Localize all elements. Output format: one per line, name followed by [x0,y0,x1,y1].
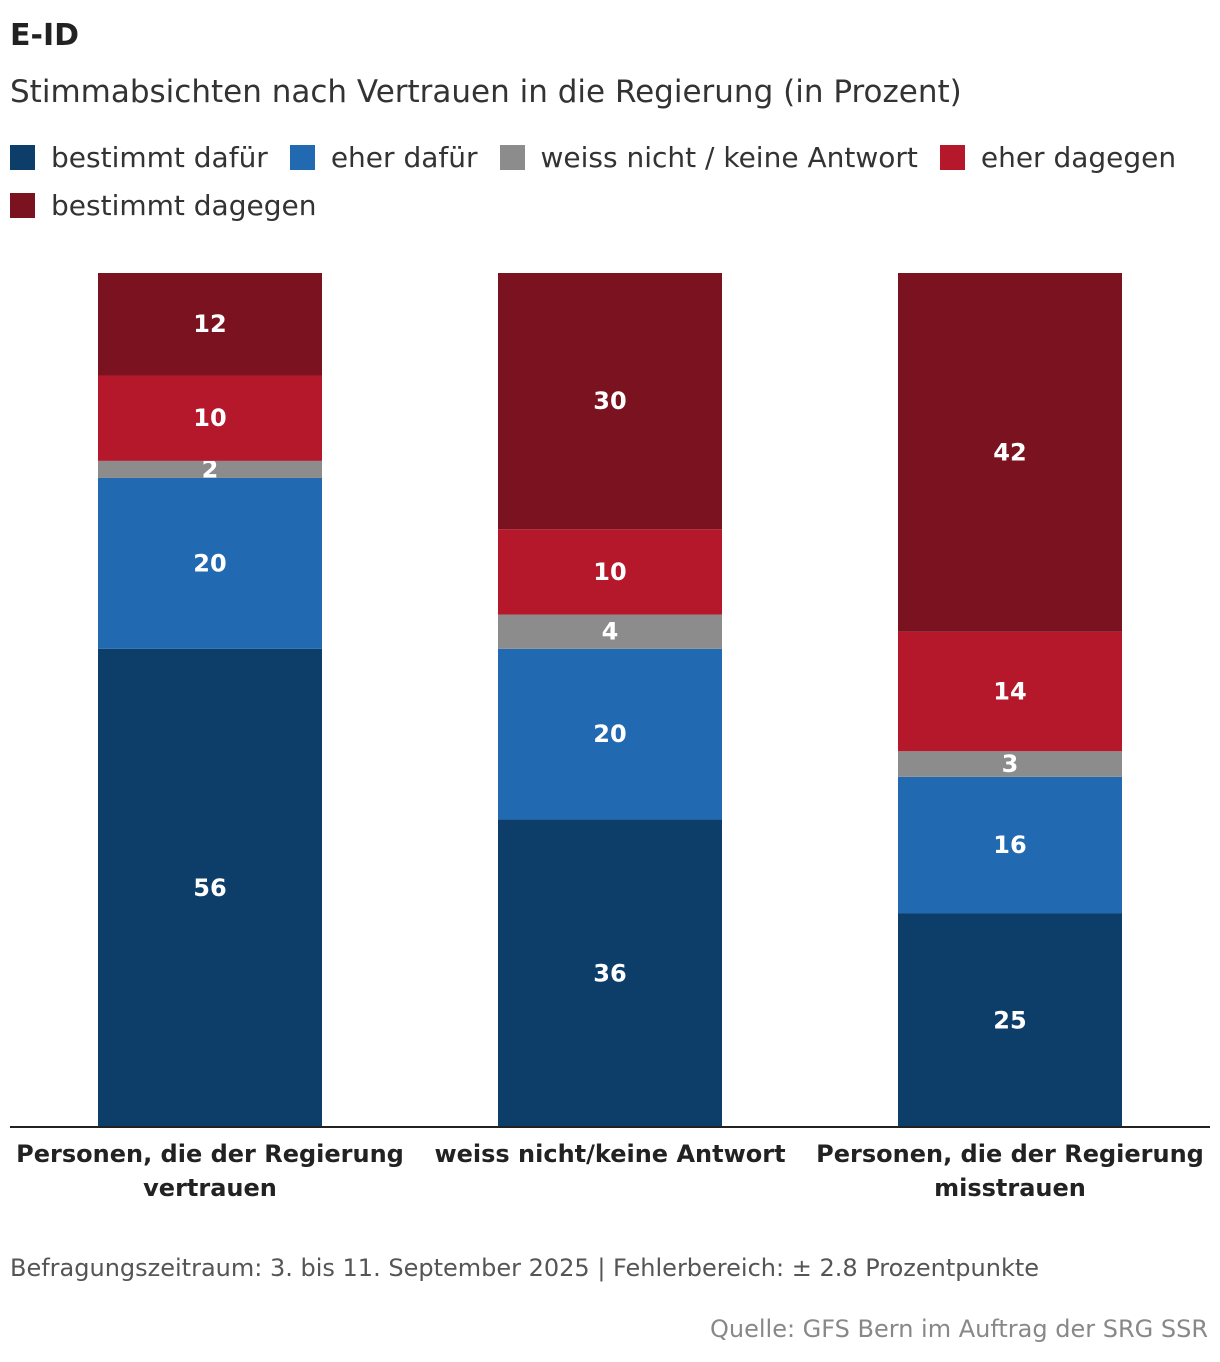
category-label: weiss nicht/keine Antwort [434,1140,785,1168]
bar-value-label: 20 [593,720,626,748]
bar-segment [898,776,1122,914]
legend-label: bestimmt dafür [51,140,268,174]
category-label-line: Personen, die der Regierung [16,1140,404,1168]
bar-value-label: 36 [593,959,626,987]
bar-segment [98,273,322,376]
bar-segment [498,614,722,649]
bar-value-label: 12 [193,310,226,338]
bar-value-label: 42 [993,438,1026,466]
bar-value-label: 20 [193,549,226,577]
category-label-line: weiss nicht/keine Antwort [434,1140,785,1168]
bar-value-label: 56 [193,874,226,902]
category-label: Personen, die der Regierung vertrauen [16,1140,404,1202]
bar-segment [98,460,322,478]
bar-segment [98,477,322,649]
legend-item: eher dagegen [939,138,1177,176]
legend-swatch [10,144,35,170]
legend-item: bestimmt dagegen [10,186,316,224]
legend: bestimmt dafür eher dafür weiss nicht / ke… [10,138,1210,224]
chart-subtitle: Stimmabsichten nach Vertrauen in die Reg… [10,74,962,110]
legend-label: eher dafür [330,140,478,174]
category-label-line: Personen, die der Regierung [816,1140,1204,1168]
bar-group: 56 20 2 10 12 [98,273,322,1127]
chart-title: E-ID [10,18,80,53]
bar-group: 36 20 4 10 30 [498,273,722,1127]
bar-segment [898,913,1122,1127]
bar-value-label: 2 [202,455,219,483]
bar-value-label: 30 [593,387,626,415]
bar-segment [498,819,722,1127]
bar-group: 25 16 3 14 42 [898,273,1122,1127]
bar-value-label: 3 [1002,750,1019,778]
category-label: Personen, die der Regierung misstrauen [816,1140,1204,1202]
legend-swatch [10,192,35,218]
legend-swatch [289,144,315,170]
source-note: Quelle: GFS Bern im Auftrag der SRG SSR [710,1315,1208,1343]
legend-item: eher dafür [289,138,478,176]
bar-segment [898,751,1122,777]
category-label-line: misstrauen [934,1174,1086,1202]
bar-value-label: 10 [193,404,226,432]
legend-label: eher dagegen [980,140,1177,174]
bar-segment [498,529,722,615]
bar-segment [898,631,1122,752]
bar-value-label: 10 [593,558,626,586]
bar-segment [98,375,322,461]
legend-swatch [499,144,525,170]
footnote: Befragungszeitraum: 3. bis 11. September… [10,1254,1040,1282]
bar-segment [498,273,722,530]
bar-segment [98,648,322,1127]
bar-segment [498,648,722,820]
bar-value-label: 4 [602,618,619,646]
bar-segment [898,273,1122,632]
legend-item: weiss nicht / keine Antwort [499,138,918,176]
legend-item: bestimmt dafür [10,138,268,176]
category-label-line: vertrauen [143,1174,277,1202]
bar-value-label: 16 [993,831,1026,859]
bar-value-label: 14 [993,677,1026,705]
legend-label: bestimmt dagegen [51,188,317,222]
legend-swatch [939,144,965,170]
legend-label: weiss nicht / keine Antwort [540,140,918,174]
bar-value-label: 25 [993,1006,1026,1034]
